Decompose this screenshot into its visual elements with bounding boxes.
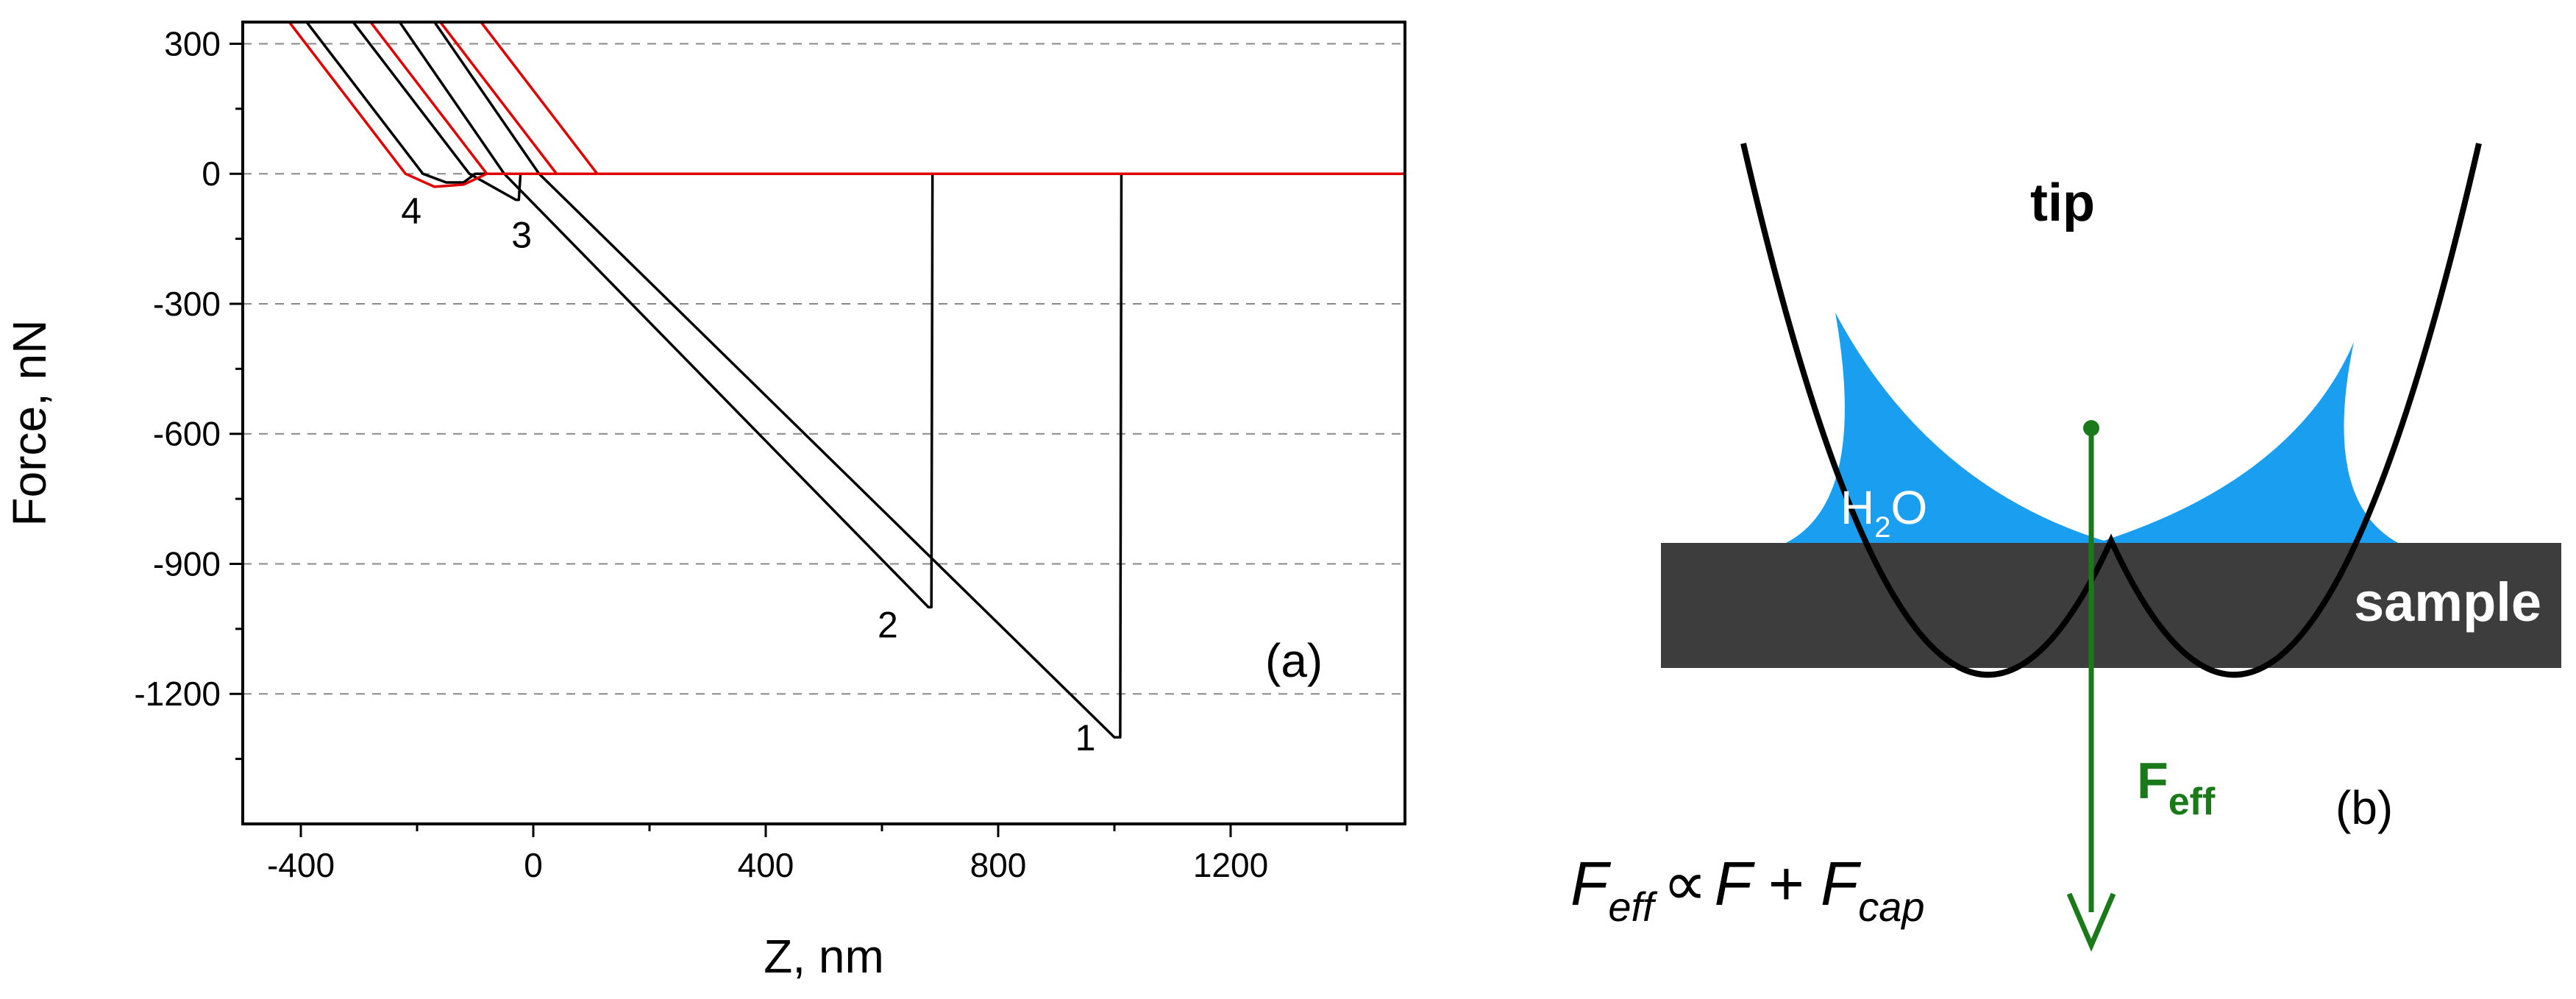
x-axis-title: Z, nm: [764, 930, 884, 983]
x-tick-label: -400: [267, 846, 335, 884]
water-label: H2O: [1840, 481, 1927, 544]
equation-plus: +: [1768, 849, 1804, 918]
equation-term2: F: [1821, 849, 1862, 918]
sample-label: sample: [2354, 572, 2541, 633]
series-line-approach-1: [433, 21, 1405, 739]
y-tick-label: -300: [153, 285, 221, 323]
water-label-base: H: [1840, 481, 1874, 534]
y-tick-label: -900: [153, 544, 221, 583]
chart-panel-label: (a): [1265, 634, 1323, 687]
force-arrow-origin: [2083, 420, 2099, 436]
water-meniscus: [1786, 313, 2398, 543]
gridlines: [243, 43, 1405, 695]
axis-ticks: [230, 42, 1348, 837]
y-axis-title: Force, nN: [3, 320, 56, 527]
x-tick-label: 800: [970, 846, 1027, 884]
equation-relation: ∝: [1663, 849, 1707, 918]
x-tick-label: 400: [738, 846, 794, 884]
curve-label-4: 4: [401, 191, 421, 232]
series-layer: [240, 0, 1408, 739]
x-tick-label: 1200: [1193, 846, 1268, 884]
force-label-base: F: [2137, 752, 2168, 809]
force-curve-chart: -400 0 400 800 1200 300 0 -300 -600 -900 -1200 1 2 3…: [3, 0, 1408, 983]
diagram-panel-label: (b): [2335, 781, 2393, 834]
series-line-retract-1: [480, 21, 1405, 175]
equation-lhs: F: [1570, 849, 1612, 918]
x-tick-label: 0: [524, 846, 543, 884]
water-label-tail: O: [1890, 481, 1927, 534]
equation-term2-sub: cap: [1858, 884, 1924, 930]
sample-substrate: [1661, 543, 2561, 668]
force-arrow-head: [2066, 892, 2116, 952]
series-line-retract-4: [288, 21, 1405, 188]
capillary-diagram: tip H2O sample Feff (b) Feff ∝ F + Fcap: [1570, 143, 2561, 952]
series-line-approach-2: [398, 21, 1405, 609]
y-tick-label: -1200: [134, 675, 221, 713]
curve-label-1: 1: [1075, 717, 1096, 758]
tick-labels: -400 0 400 800 1200 300 0 -300 -600 -900 -1200: [134, 24, 1268, 884]
curve-label-3: 3: [511, 214, 532, 255]
y-tick-label: -600: [153, 415, 221, 453]
y-tick-label: 300: [164, 24, 221, 63]
series-line-retract-3: [369, 21, 1405, 175]
series-line-retract-2: [439, 21, 1405, 175]
afm-tip: [1740, 143, 2482, 678]
plot-frame: [241, 21, 1406, 825]
y-tick-label: 0: [202, 154, 221, 193]
equation-term1: F: [1715, 849, 1756, 918]
curve-labels: 1 2 3 4: [401, 191, 1095, 758]
water-label-sub: 2: [1874, 511, 1890, 544]
force-label: Feff: [2137, 752, 2216, 823]
force-label-sub: eff: [2168, 781, 2216, 823]
equation-lhs-sub: eff: [1608, 884, 1658, 930]
tip-label: tip: [2030, 174, 2095, 232]
series-line-approach-4: [305, 21, 1405, 184]
equation: Feff ∝ F + Fcap: [1570, 849, 1925, 930]
top-mask: [240, 0, 1408, 22]
curve-label-2: 2: [878, 605, 898, 646]
